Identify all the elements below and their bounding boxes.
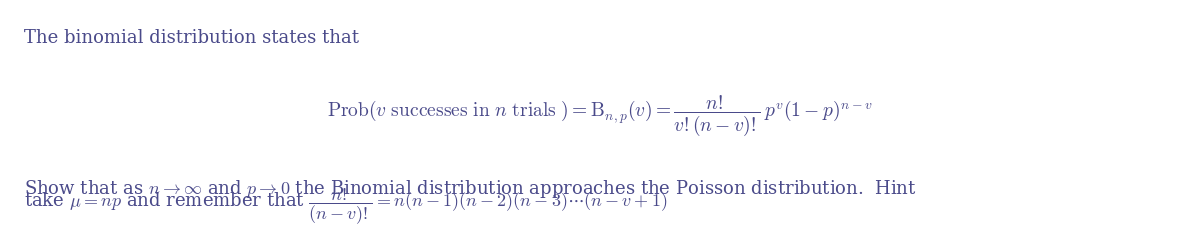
Text: take $\mu = np$ and remember that $\dfrac{n!}{(n-v)!} = n(n-1)(n-2)(n-3)\cdots(n: take $\mu = np$ and remember that $\dfra…: [24, 186, 667, 227]
Text: $\mathrm{Prob}(v\ \mathrm{successes\ in}\ n\ \mathrm{trials}\ ) = \mathrm{B}_{n,: $\mathrm{Prob}(v\ \mathrm{successes\ in}…: [328, 94, 872, 138]
Text: Show that as $n \to \infty$ and $p \to 0$ the Binomial distribution approaches t: Show that as $n \to \infty$ and $p \to 0…: [24, 178, 917, 200]
Text: The binomial distribution states that: The binomial distribution states that: [24, 29, 359, 47]
